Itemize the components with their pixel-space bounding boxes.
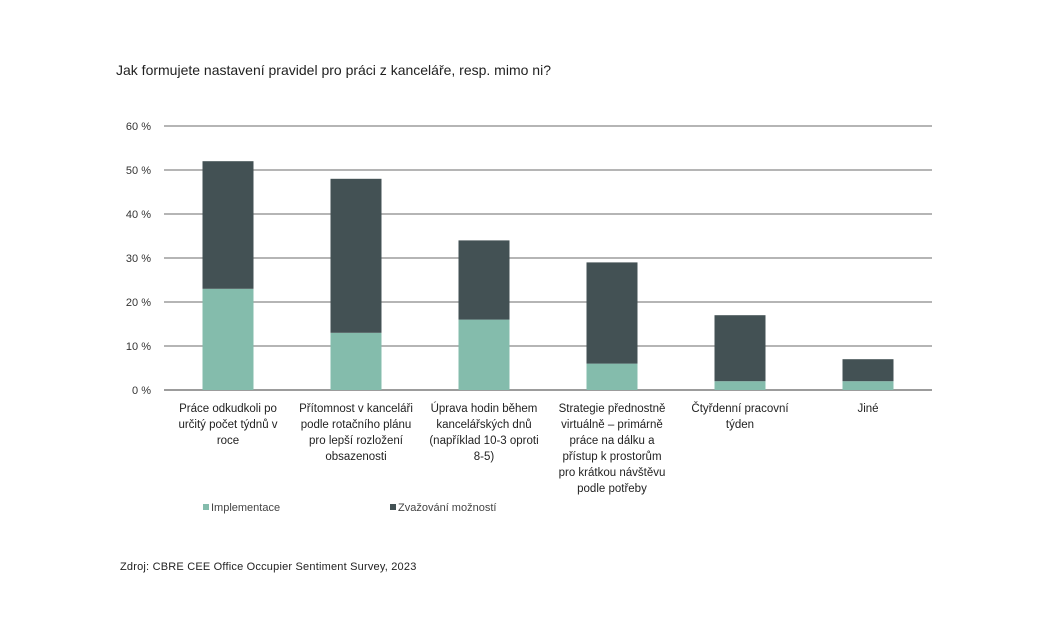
bar-implementace [586, 363, 638, 390]
gridlines [164, 125, 932, 391]
category-label: Čtyřdenní pracovní týden [691, 402, 789, 431]
category-label: Práce odkudkoli po určitý počet týdnů v ro… [178, 403, 277, 447]
legend: Implementace Zvažování možností [203, 502, 496, 514]
bar-implementace [458, 319, 510, 390]
y-tick-label: 40 % [126, 209, 151, 221]
bar-implementace [330, 332, 382, 390]
x-axis-categories: Práce odkudkoli po určitý počet týdnů v ro… [178, 402, 878, 495]
category-label: Strategie přednostně virtuálně – primárně… [559, 403, 666, 495]
y-tick-label: 20 % [126, 297, 151, 309]
legend-label: Zvažování možností [398, 502, 496, 514]
bar-implementace [202, 288, 254, 390]
bar-implementace [714, 381, 766, 390]
legend-label: Implementace [211, 502, 280, 514]
bar-zvazovani [458, 240, 510, 320]
bar-zvazovani [586, 262, 638, 364]
bar-zvazovani [330, 178, 382, 333]
y-tick-label: 10 % [126, 341, 151, 353]
bars [202, 161, 894, 390]
legend-swatch [390, 504, 396, 510]
bar-zvazovani [842, 359, 894, 382]
y-tick-label: 60 % [126, 121, 151, 133]
legend-item-implementace: Implementace [203, 502, 280, 514]
bar-zvazovani [714, 315, 766, 382]
bar-zvazovani [202, 161, 254, 289]
legend-swatch [203, 504, 209, 510]
bar-implementace [842, 381, 894, 390]
chart-title: Jak formujete nastavení pravidel pro prá… [116, 62, 551, 78]
source-note: Zdroj: CBRE CEE Office Occupier Sentimen… [120, 561, 417, 573]
y-tick-label: 50 % [126, 165, 151, 177]
category-label: Přítomnost v kanceláři podle rotačního pl… [299, 403, 413, 463]
y-axis-ticks: 0 % 10 % 20 % 30 % 40 % 50 % 60 % [126, 121, 151, 397]
y-tick-label: 30 % [126, 253, 151, 265]
legend-item-zvazovani: Zvažování možností [390, 502, 496, 514]
category-label: Úprava hodin během kancelářských dnů (např… [429, 402, 538, 463]
y-tick-label: 0 % [132, 385, 151, 397]
category-label: Jiné [857, 403, 878, 415]
